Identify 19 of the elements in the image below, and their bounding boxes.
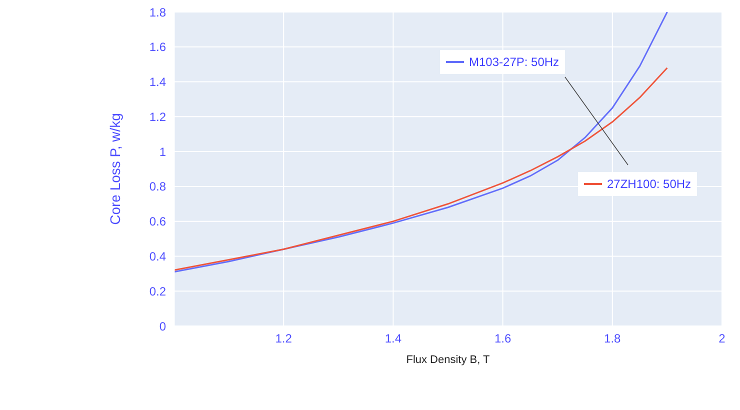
- y-tick-label: 1.8: [149, 5, 166, 20]
- y-tick-label: 0.6: [149, 214, 166, 229]
- legend-label: 27ZH100: 50Hz: [607, 177, 692, 191]
- x-tick-label: 1.8: [604, 332, 622, 346]
- legend-label: M103-27P: 50Hz: [469, 55, 560, 69]
- x-tick-label: 1.4: [384, 332, 402, 346]
- y-tick-label: 1.2: [149, 110, 166, 124]
- y-tick-label: 1: [159, 144, 166, 159]
- x-tick-label: 2: [718, 332, 726, 346]
- y-tick-label: 0.8: [149, 180, 166, 194]
- x-tick-label: 1.2: [275, 332, 292, 346]
- y-tick-label: 1.6: [149, 40, 166, 54]
- y-tick-label: 0: [159, 319, 166, 334]
- y-axis-title: Core Loss P, w/kg: [106, 113, 123, 225]
- x-tick-label: 1.6: [494, 332, 512, 346]
- y-tick-label: 1.4: [149, 75, 166, 90]
- y-tick-label: 0.2: [149, 284, 166, 298]
- x-axis-title: Flux Density B, T: [406, 354, 490, 366]
- y-tick-label: 0.4: [149, 249, 166, 264]
